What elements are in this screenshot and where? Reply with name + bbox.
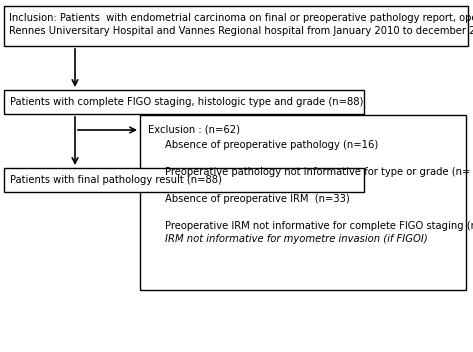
Text: Absence of preoperative IRM  (n=33): Absence of preoperative IRM (n=33) — [165, 194, 350, 204]
Text: Preoperative IRM not informative for complete FIGO staging (n=6): Preoperative IRM not informative for com… — [165, 221, 473, 231]
FancyBboxPatch shape — [140, 115, 466, 290]
Text: Preoperative pathology not informative for type or grade (n= 7): Preoperative pathology not informative f… — [165, 167, 473, 177]
Text: Absence of preoperative pathology (n=16): Absence of preoperative pathology (n=16) — [165, 140, 378, 150]
Text: Patients with complete FIGO staging, histologic type and grade (n=88): Patients with complete FIGO staging, his… — [10, 97, 363, 107]
Text: IRM not informative for myometre invasion (if FIGOI): IRM not informative for myometre invasio… — [165, 234, 428, 244]
Text: Rennes Universitary Hospital and Vannes Regional hospital from January 2010 to d: Rennes Universitary Hospital and Vannes … — [9, 26, 473, 36]
FancyBboxPatch shape — [4, 6, 468, 46]
Text: Inclusion: Patients  with endometrial carcinoma on final or preoperative patholo: Inclusion: Patients with endometrial car… — [9, 13, 473, 23]
Text: Patients with final pathology result (n=88): Patients with final pathology result (n=… — [10, 175, 222, 185]
Text: Exclusion : (n=62): Exclusion : (n=62) — [148, 124, 240, 134]
FancyBboxPatch shape — [4, 168, 364, 192]
FancyBboxPatch shape — [4, 90, 364, 114]
